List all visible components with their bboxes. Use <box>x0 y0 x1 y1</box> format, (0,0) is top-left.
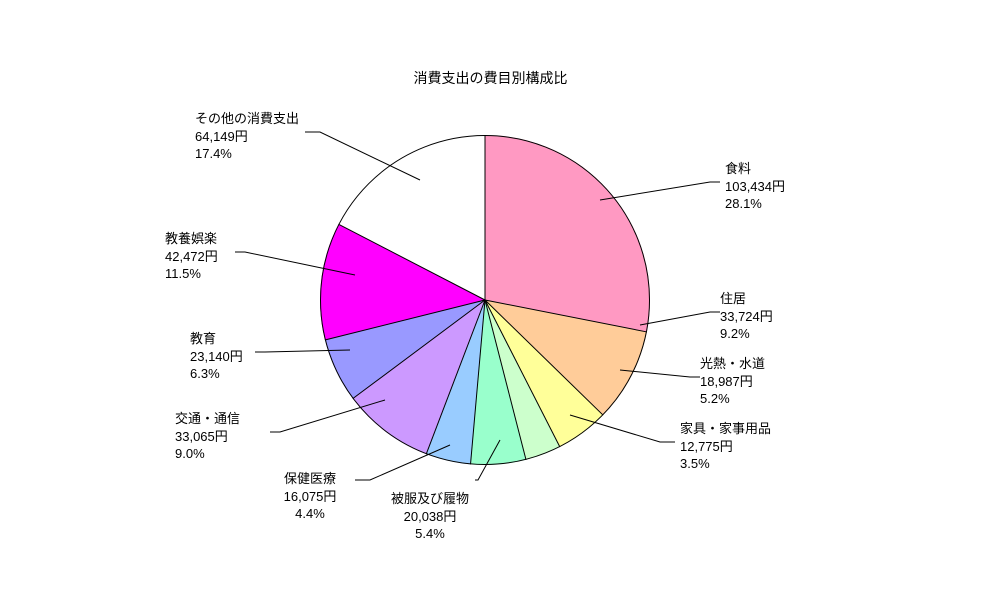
slice-amount: 12,775円 <box>680 438 771 456</box>
slice-amount: 64,149円 <box>195 128 299 146</box>
slice-percent: 5.4% <box>391 525 469 543</box>
slice-amount: 42,472円 <box>165 248 218 266</box>
slice-percent: 6.3% <box>190 365 243 383</box>
slice-name: 保健医療 <box>284 470 337 488</box>
slice-name: その他の消費支出 <box>195 110 299 128</box>
chart-title: 消費支出の費目別構成比 <box>0 68 981 88</box>
slice-amount: 103,434円 <box>725 178 785 196</box>
slice-label: 住居33,724円9.2% <box>720 290 773 343</box>
slice-name: 住居 <box>720 290 773 308</box>
slice-name: 家具・家事用品 <box>680 420 771 438</box>
slice-amount: 33,065円 <box>175 428 240 446</box>
slice-amount: 33,724円 <box>720 308 773 326</box>
slice-percent: 5.2% <box>700 390 765 408</box>
slice-label: その他の消費支出64,149円17.4% <box>195 110 299 163</box>
slice-percent: 3.5% <box>680 455 771 473</box>
slice-name: 食料 <box>725 160 785 178</box>
slice-percent: 28.1% <box>725 195 785 213</box>
slice-label: 食料103,434円28.1% <box>725 160 785 213</box>
slice-percent: 9.0% <box>175 445 240 463</box>
slice-label: 家具・家事用品12,775円3.5% <box>680 420 771 473</box>
slice-label: 教養娯楽42,472円11.5% <box>165 230 218 283</box>
slice-percent: 4.4% <box>284 505 337 523</box>
pie-chart <box>320 135 650 465</box>
slice-label: 保健医療16,075円4.4% <box>284 470 337 523</box>
slice-name: 教育 <box>190 330 243 348</box>
slice-amount: 23,140円 <box>190 348 243 366</box>
slice-percent: 11.5% <box>165 265 218 283</box>
slice-name: 教養娯楽 <box>165 230 218 248</box>
pie-slices <box>320 135 650 465</box>
slice-amount: 16,075円 <box>284 488 337 506</box>
slice-amount: 20,038円 <box>391 508 469 526</box>
slice-amount: 18,987円 <box>700 373 765 391</box>
slice-label: 教育23,140円6.3% <box>190 330 243 383</box>
slice-label: 被服及び履物20,038円5.4% <box>391 490 469 543</box>
slice-name: 交通・通信 <box>175 410 240 428</box>
slice-name: 被服及び履物 <box>391 490 469 508</box>
slice-label: 光熱・水道18,987円5.2% <box>700 355 765 408</box>
slice-percent: 17.4% <box>195 145 299 163</box>
slice-name: 光熱・水道 <box>700 355 765 373</box>
slice-label: 交通・通信33,065円9.0% <box>175 410 240 463</box>
slice-percent: 9.2% <box>720 325 773 343</box>
